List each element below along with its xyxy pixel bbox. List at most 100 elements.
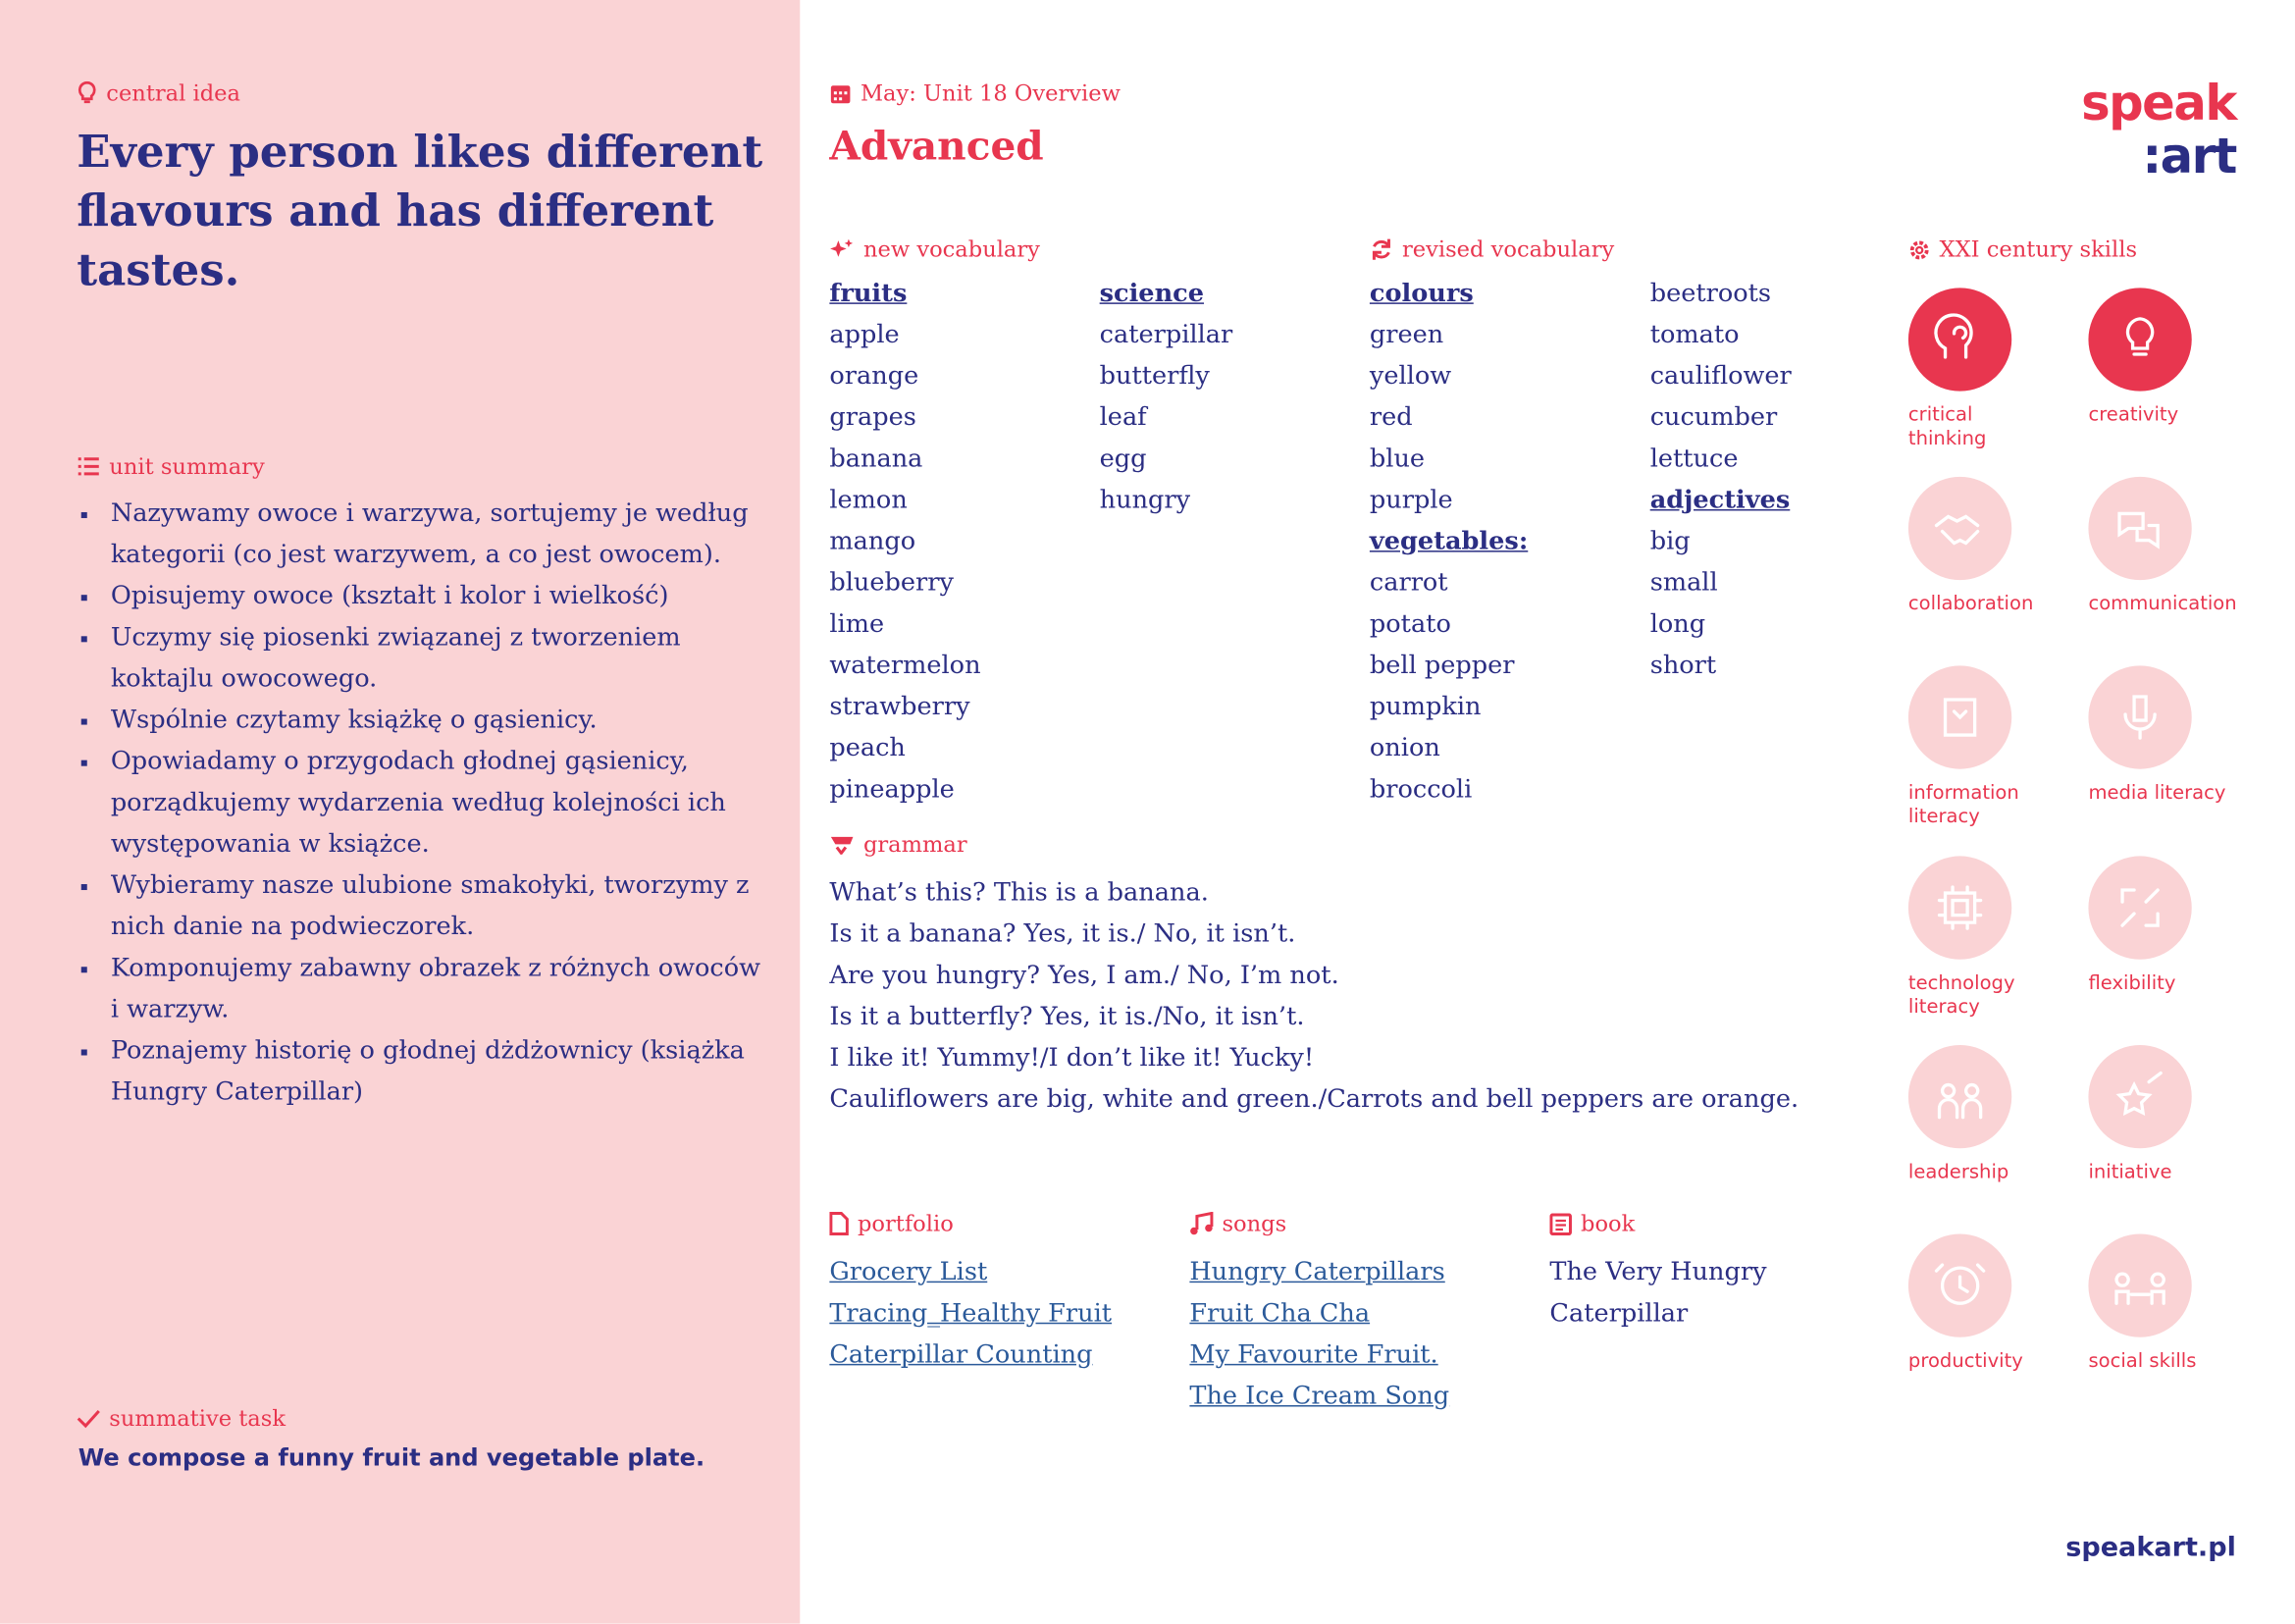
summary-item: Wybieramy nasze ulubione smakołyki, twor… [77, 864, 770, 947]
skill-glyph [1937, 1082, 1983, 1120]
skill-icon [2088, 477, 2192, 581]
vocab-word: watermelon [829, 651, 981, 681]
grammar-line: What’s this? This is a banana. [829, 877, 1209, 909]
vocab-word: long [1649, 609, 1706, 640]
vocab-word: carrot [1369, 568, 1448, 599]
list-icon [78, 457, 99, 476]
label-text: summative task [109, 1404, 286, 1433]
grammar-label: grammar [829, 830, 967, 858]
vocab-word: pineapple [829, 774, 955, 805]
book-title: The Very Hungry Caterpillar [1549, 1257, 1767, 1329]
skill-icon [2088, 665, 2192, 770]
vocab-heading: vegetables: [1369, 526, 1529, 557]
skill-circle [2088, 665, 2192, 770]
songs-list: Hungry Caterpillars Fruit Cha Cha My Favou… [1189, 1252, 1449, 1417]
calendar-icon [830, 84, 851, 103]
skill-glyph [1937, 884, 1983, 930]
vocab-word: yellow [1369, 361, 1452, 392]
skill-icon [1907, 1044, 2012, 1148]
skill-icon [1907, 855, 2012, 960]
skill-icon [2088, 288, 2192, 392]
portfolio-link[interactable]: Tracing_Healthy Fruit [829, 1298, 1113, 1329]
vocab-word: small [1649, 568, 1718, 599]
vocab-word: pumpkin [1369, 692, 1482, 722]
central-idea-label: central idea [77, 79, 240, 106]
summative-task-text: We compose a funny fruit and vegetable p… [78, 1443, 705, 1472]
book-list: The Very Hungry Caterpillar [1549, 1252, 1830, 1335]
skill-label: social skills [2088, 1350, 2197, 1373]
portfolio-link[interactable]: Grocery List [829, 1257, 988, 1287]
vocab-column: science caterpillar butterfly leaf egg hungry [1100, 273, 1233, 521]
label-text: XXI century skills [1939, 236, 2138, 263]
summary-item: Poznajemy historię o głodnej dżdżownicy … [77, 1030, 770, 1113]
skill-circle [1907, 855, 2012, 960]
vocab-word: blueberry [829, 568, 954, 599]
vocab-word: bell pepper [1369, 651, 1515, 681]
portfolio-link[interactable]: Caterpillar Counting [829, 1339, 1093, 1370]
label-text: new vocabulary [862, 236, 1040, 263]
skill-icon [1907, 1233, 2012, 1337]
grammar-lines: What’s this? This is a banana. Is it a ba… [829, 872, 1799, 1121]
vocab-word: green [1369, 320, 1444, 350]
label-text: grammar [862, 830, 967, 858]
label-text: portfolio [857, 1210, 954, 1237]
summary-item: Wspólnie czytamy książkę o gąsienicy. [77, 700, 770, 741]
vocab-word: lemon [829, 485, 908, 515]
vocab-word: banana [829, 444, 923, 474]
label-text: unit summary [109, 452, 265, 480]
skill-glyph [2115, 1071, 2163, 1116]
skill-circle [2088, 1233, 2192, 1337]
song-link[interactable]: Hungry Caterpillars [1189, 1257, 1445, 1287]
vocab-word: egg [1099, 444, 1147, 474]
vocab-word: blue [1369, 444, 1426, 474]
vocab-heading: fruits [829, 279, 908, 309]
vocab-column: fruits apple orange grapes banana lemon mango b… [829, 273, 980, 811]
left-panel [0, 0, 801, 1624]
skill-label: collaboration [1907, 593, 2034, 616]
grammar-line: Are you hungry? Yes, I am./ No, I’m not. [829, 961, 1339, 991]
label-text: revised vocabulary [1401, 236, 1615, 263]
vocab-word: big [1649, 526, 1691, 557]
grammar-line: Is it a banana? Yes, it is./ No, it isn’… [829, 919, 1296, 950]
skill-circle [2088, 288, 2192, 392]
skill-label: productivity [1907, 1350, 2023, 1373]
vocab-word: cucumber [1649, 402, 1778, 433]
unit-summary-label: unit summary [77, 453, 265, 480]
vocab-word: short [1649, 651, 1717, 681]
portfolio-label: portfolio [829, 1210, 954, 1237]
vocab-heading: adjectives [1649, 485, 1791, 515]
summative-task-label: summative task [77, 1405, 286, 1432]
grammar-line: Is it a butterfly? Yes, it is./No, it is… [829, 1002, 1305, 1032]
skill-circle [1907, 477, 2012, 581]
book-label: book [1549, 1210, 1636, 1237]
skill-label: leadership [1907, 1161, 2009, 1184]
skill-circle [1907, 288, 2012, 392]
label-text: central idea [106, 79, 240, 107]
book-icon [1549, 1212, 1572, 1235]
summary-item: Opowiadamy o przygodach głodnej gąsienic… [77, 741, 770, 864]
skill-label: flexibility [2088, 971, 2176, 995]
vocab-word: tomato [1649, 320, 1740, 350]
label-text: May: Unit 18 Overview [860, 79, 1121, 107]
portfolio-list: Grocery List Tracing_Healthy Fruit Caterpi… [829, 1252, 1112, 1376]
skill-glyph [1943, 698, 1977, 738]
vocab-word: lime [829, 609, 885, 640]
grammar-icon [830, 836, 854, 855]
label-text: book [1580, 1210, 1636, 1237]
new-vocabulary-label: new vocabulary [829, 236, 1040, 263]
skill-icon [2088, 1044, 2192, 1148]
skill-glyph [2125, 317, 2155, 356]
song-link[interactable]: Fruit Cha Cha [1189, 1298, 1371, 1329]
song-link[interactable]: My Favourite Fruit. [1189, 1339, 1438, 1370]
level-title: Advanced [829, 124, 1044, 170]
vocab-word: onion [1369, 733, 1440, 763]
check-icon [77, 1410, 100, 1429]
central-idea-text: Every person likes different flavours an… [77, 127, 763, 297]
skill-icon [1907, 665, 2012, 770]
vocab-word: butterfly [1099, 361, 1210, 392]
vocab-heading: science [1099, 279, 1205, 309]
song-link[interactable]: The Ice Cream Song [1189, 1381, 1450, 1412]
sparkle-icon [830, 238, 854, 257]
revised-vocabulary-label: revised vocabulary [1370, 236, 1614, 263]
